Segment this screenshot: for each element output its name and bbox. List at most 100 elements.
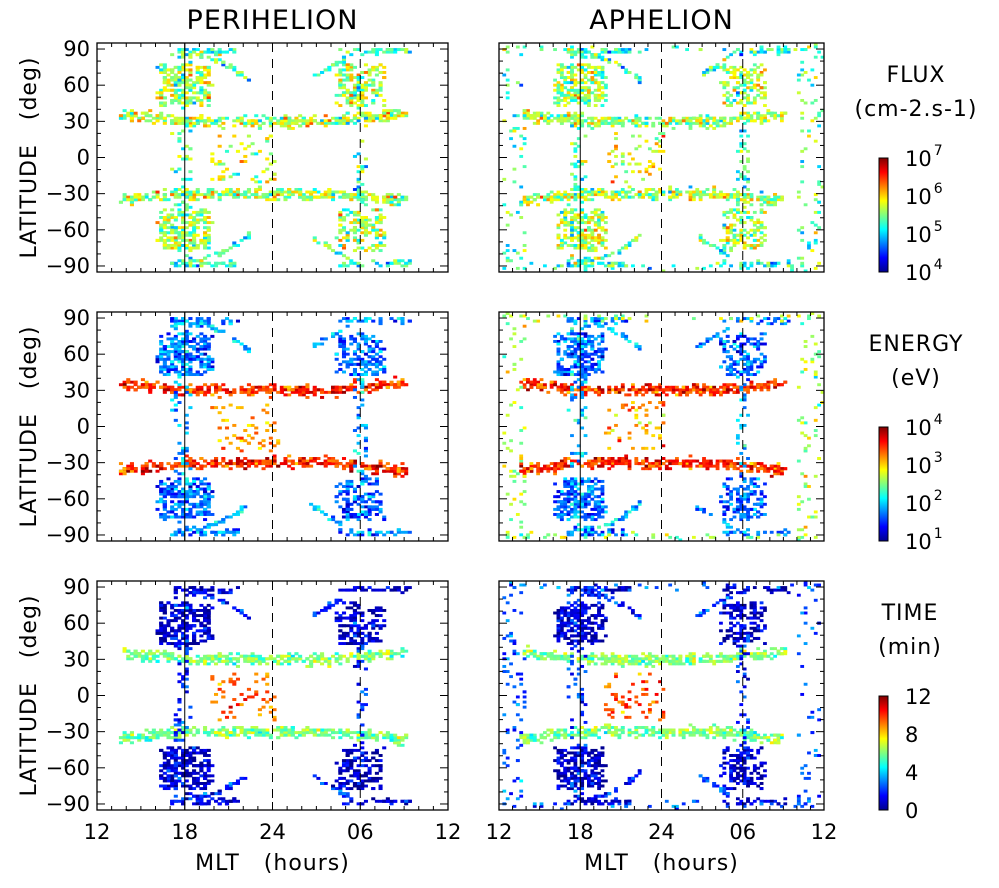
heatmap-cell xyxy=(155,500,160,504)
heatmap-cell xyxy=(203,497,208,501)
heatmap-cell xyxy=(338,530,343,534)
heatmap-cell xyxy=(338,482,343,486)
heatmap-cell xyxy=(732,223,737,227)
heatmap-cell xyxy=(118,200,123,204)
heatmap-cell xyxy=(719,251,723,255)
heatmap-cell xyxy=(345,73,350,77)
heatmap-cell xyxy=(570,256,574,260)
heatmap-cell xyxy=(515,266,520,270)
heatmap-cell xyxy=(203,226,208,230)
heatmap-cell xyxy=(203,492,208,496)
heatmap-cell xyxy=(166,226,171,230)
heatmap-cell xyxy=(166,114,171,118)
heatmap-cell xyxy=(173,91,178,95)
heatmap-cell xyxy=(184,119,189,123)
heatmap-cell xyxy=(559,198,564,202)
heatmap-cell xyxy=(576,165,581,169)
heatmap-cell xyxy=(221,388,226,392)
heatmap-cell xyxy=(566,261,571,265)
heatmap-cell xyxy=(188,256,193,260)
heatmap-cell xyxy=(210,324,215,328)
heatmap-cell xyxy=(393,261,398,265)
heatmap-cell xyxy=(519,200,524,204)
heatmap-cell xyxy=(607,195,612,199)
heatmap-cell xyxy=(195,385,200,389)
heatmap-cell xyxy=(265,385,270,389)
heatmap-cell xyxy=(559,238,564,242)
heatmap-cell xyxy=(287,126,292,130)
heatmap-cell xyxy=(374,490,379,494)
heatmap-cell xyxy=(796,228,801,232)
heatmap-cell xyxy=(576,81,581,85)
heatmap-cell xyxy=(614,193,618,197)
heatmap-cell xyxy=(712,195,717,199)
heatmap-cell xyxy=(203,357,208,361)
heatmap-cell xyxy=(698,195,703,199)
heatmap-cell xyxy=(675,119,679,123)
heatmap-cell xyxy=(162,365,167,369)
heatmap-cell xyxy=(800,231,805,235)
heatmap-cell xyxy=(597,226,601,230)
heatmap-cell xyxy=(800,149,805,153)
heatmap-cell xyxy=(287,124,292,128)
heatmap-cell xyxy=(566,81,571,85)
heatmap-cell xyxy=(254,152,259,156)
heatmap-cell xyxy=(188,365,193,369)
heatmap-cell xyxy=(214,520,219,524)
heatmap-cell xyxy=(393,375,398,379)
heatmap-cell xyxy=(173,365,178,369)
heatmap-cell xyxy=(553,195,557,199)
heatmap-cell xyxy=(312,385,317,389)
heatmap-cell xyxy=(515,126,520,130)
heatmap-cell xyxy=(374,50,379,54)
heatmap-cell xyxy=(137,198,142,202)
heatmap-cell xyxy=(181,350,186,354)
heatmap-cell xyxy=(232,337,237,341)
heatmap-cell xyxy=(566,193,571,197)
heatmap-cell xyxy=(634,147,639,151)
heatmap-cell xyxy=(177,188,182,191)
heatmap-cell xyxy=(658,121,662,125)
heatmap-cell xyxy=(597,96,601,100)
heatmap-cell xyxy=(559,93,564,97)
heatmap-cell xyxy=(580,48,585,52)
heatmap-cell xyxy=(162,218,167,222)
heatmap-cell xyxy=(600,218,605,222)
heatmap-cell xyxy=(739,264,744,268)
heatmap-cell xyxy=(624,50,629,54)
heatmap-cell xyxy=(177,528,182,532)
heatmap-cell xyxy=(166,73,171,77)
heatmap-cell xyxy=(349,65,354,69)
heatmap-cell xyxy=(195,76,200,80)
heatmap-cell xyxy=(327,193,332,197)
heatmap-cell xyxy=(170,367,175,371)
heatmap-cell xyxy=(620,119,625,123)
heatmap-cell xyxy=(566,259,571,263)
heatmap-cell xyxy=(239,116,244,120)
heatmap-cell xyxy=(177,65,182,69)
heatmap-cell xyxy=(763,114,767,118)
heatmap-cell xyxy=(580,216,585,219)
heatmap-cell xyxy=(752,238,757,242)
heatmap-cell xyxy=(593,121,598,125)
heatmap-cell xyxy=(556,81,561,85)
heatmap-cell xyxy=(576,144,581,148)
heatmap-cell xyxy=(614,261,618,265)
heatmap-cell xyxy=(360,98,365,102)
heatmap-cell xyxy=(614,175,618,179)
heatmap-cell xyxy=(725,195,730,199)
heatmap-cell xyxy=(162,492,167,496)
heatmap-cell xyxy=(272,116,277,120)
heatmap-cell xyxy=(199,65,204,69)
heatmap-cell xyxy=(559,73,564,77)
heatmap-cell xyxy=(725,226,730,230)
heatmap-cell xyxy=(210,157,215,161)
heatmap-cell xyxy=(746,180,750,184)
heatmap-cell xyxy=(512,144,517,148)
heatmap-cell xyxy=(184,96,189,100)
heatmap-cell xyxy=(573,111,578,115)
heatmap-cell xyxy=(576,246,581,250)
heatmap-cell xyxy=(746,119,750,123)
heatmap-cell xyxy=(170,236,175,240)
